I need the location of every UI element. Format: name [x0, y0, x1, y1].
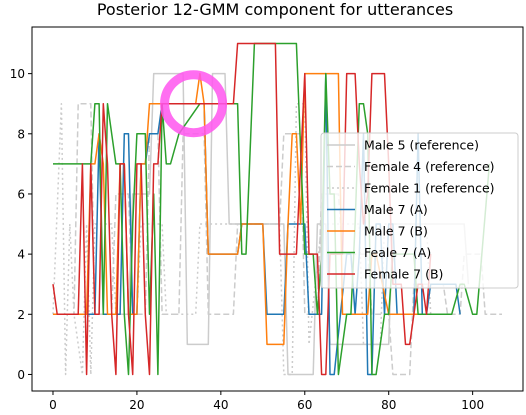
x-tick-label: 0	[49, 398, 57, 412]
chart-title: Posterior 12-GMM component for utterance…	[97, 0, 453, 19]
y-tick-label: 10	[10, 67, 25, 81]
x-tick-label: 40	[213, 398, 228, 412]
legend-box	[320, 132, 519, 289]
legend: Male 5 (reference) Female 4 (reference) Fe…	[320, 132, 519, 289]
legend-label: Male 5 (reference)	[364, 138, 479, 153]
x-axis: 0 20 40 60 80 100	[49, 391, 484, 412]
x-tick-label: 20	[129, 398, 144, 412]
legend-label: Feale 7 (A)	[364, 245, 431, 260]
legend-label: Female 4 (reference)	[364, 159, 495, 174]
axes-frame	[31, 26, 524, 392]
legend-label: Male 7 (A)	[364, 202, 428, 217]
highlight-layer	[160, 70, 228, 138]
y-tick-label: 4	[17, 248, 25, 262]
series-line-1	[53, 72, 470, 376]
highlight-circle	[160, 70, 228, 138]
legend-label: Female 1 (reference)	[364, 181, 495, 196]
y-axis: 0 2 4 6 8 10	[10, 67, 32, 382]
y-tick-label: 2	[17, 308, 25, 322]
y-tick-label: 6	[17, 187, 25, 201]
y-tick-label: 0	[17, 368, 25, 382]
legend-label: Female 7 (B)	[364, 267, 443, 282]
x-tick-label: 80	[381, 398, 396, 412]
series-layer	[52, 42, 502, 376]
x-tick-label: 100	[461, 398, 484, 412]
series-line-5	[53, 72, 435, 346]
x-tick-label: 60	[297, 398, 312, 412]
legend-label: Male 7 (B)	[364, 224, 428, 239]
y-tick-label: 8	[17, 127, 25, 141]
